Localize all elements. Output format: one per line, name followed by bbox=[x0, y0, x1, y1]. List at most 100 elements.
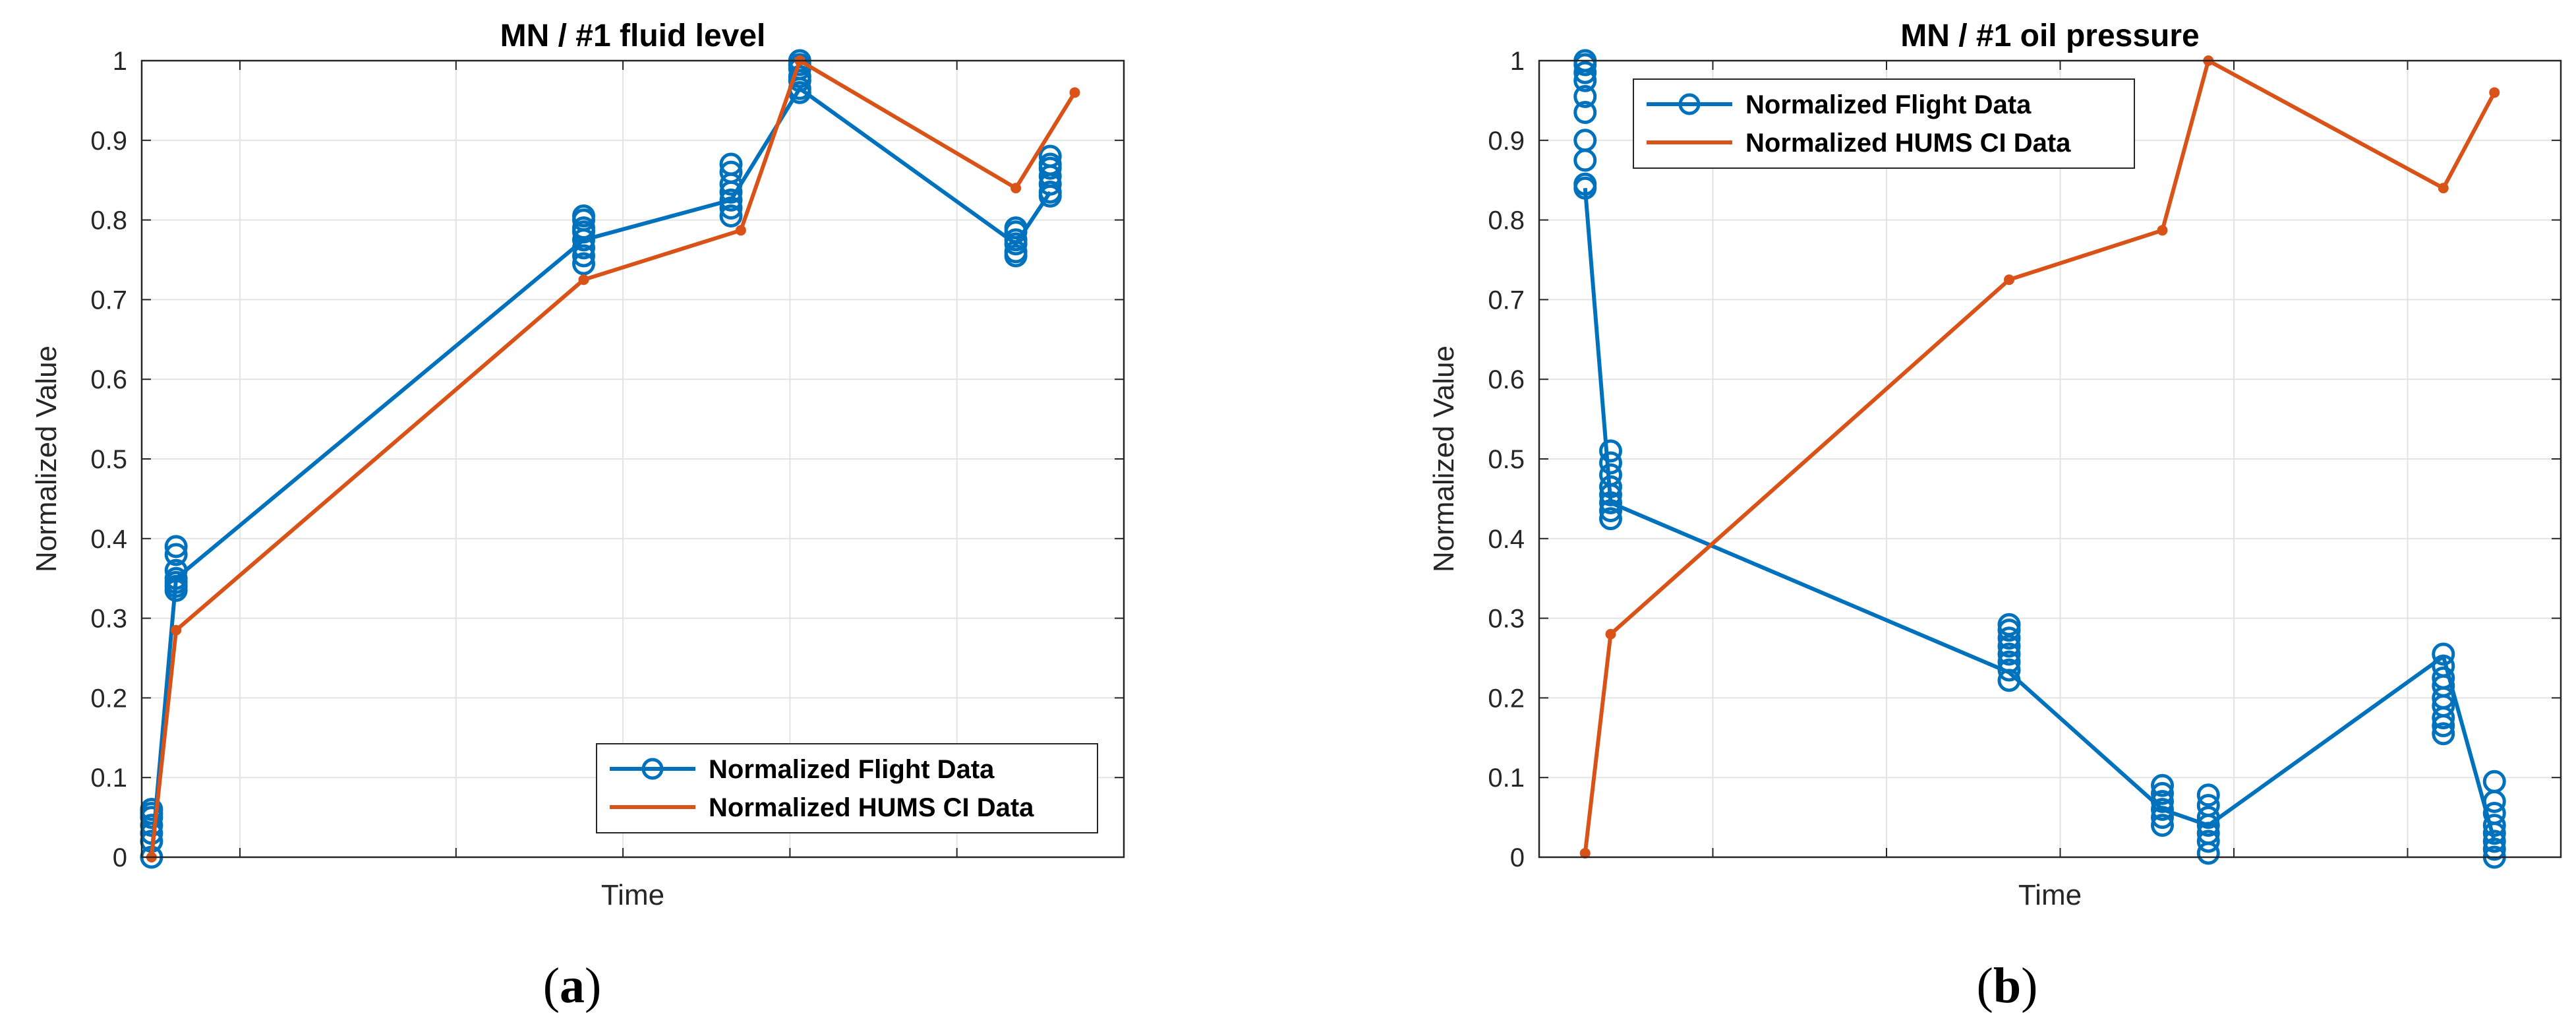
axes-box bbox=[1538, 59, 2562, 859]
panel-label-letter: b bbox=[1993, 958, 2021, 1013]
chart-panel-b: 0 0.1 0.2 0.3 0.4 0.5 0.6 0.7 0.8 0.9 1 MN / #1 oil… bbox=[1428, 18, 2562, 1013]
chart-title: MN / #1 oil pressure bbox=[1900, 18, 2200, 53]
hums-ci-data-point bbox=[2004, 274, 2014, 286]
flight-data-point bbox=[2432, 654, 2455, 678]
chart-panel-a: 0 0.1 0.2 0.3 0.4 0.5 0.6 0.7 0.8 0.9 1 MN / #1 flu… bbox=[30, 18, 1125, 1013]
flight-data-point bbox=[572, 252, 595, 276]
flight-data-point bbox=[1997, 642, 2021, 666]
flight-data-point bbox=[164, 535, 188, 558]
flight-data-point bbox=[1599, 463, 1622, 487]
y-axis-label: Normalized Value bbox=[1428, 346, 1460, 572]
flight-data-point bbox=[1599, 451, 1622, 475]
flight-data-point bbox=[164, 566, 188, 590]
panel-label-paren-close: ) bbox=[585, 958, 601, 1013]
y-tick-label: 0.2 bbox=[1488, 684, 1525, 713]
flight-data-point bbox=[1573, 101, 1597, 125]
flight-data-point bbox=[2151, 806, 2174, 830]
flight-data-point bbox=[1004, 228, 1028, 252]
panel-label-paren-close: ) bbox=[2021, 958, 2037, 1013]
hums-ci-data-point bbox=[171, 624, 182, 636]
hums-ci-data-point bbox=[735, 225, 746, 236]
flight-data-point bbox=[572, 204, 595, 228]
flight-data-point bbox=[1997, 634, 2021, 658]
y-tick-label: 0 bbox=[1510, 843, 1525, 872]
legend-box bbox=[1633, 78, 2135, 169]
y-tick-label: 1 bbox=[1510, 47, 1525, 76]
y-tick-label: 0.7 bbox=[1488, 286, 1525, 315]
y-tick-label: 0.2 bbox=[90, 684, 127, 713]
flight-data-point bbox=[1599, 491, 1622, 514]
flight-data-point bbox=[2482, 802, 2506, 826]
flight-data-point bbox=[1038, 144, 1062, 168]
panel-label-paren-open: ( bbox=[1977, 958, 1993, 1013]
flight-data-point bbox=[2151, 789, 2174, 813]
flight-data-point bbox=[1599, 439, 1622, 463]
x-axis-label: Time bbox=[2018, 879, 2082, 911]
hums-ci-data-point bbox=[2489, 87, 2500, 98]
flight-data-point bbox=[572, 244, 595, 268]
flight-data-point bbox=[1573, 61, 1597, 84]
axes-box bbox=[140, 59, 1125, 859]
y-tick-label: 0.6 bbox=[1488, 365, 1525, 394]
flight-data-point bbox=[719, 152, 743, 176]
flight-data-point bbox=[2151, 798, 2174, 822]
flight-data-point bbox=[2196, 783, 2220, 807]
y-tick-label: 0.5 bbox=[90, 445, 127, 474]
flight-data-point bbox=[2196, 822, 2220, 845]
flight-data-point bbox=[788, 65, 811, 88]
flight-data-point bbox=[1599, 499, 1622, 523]
flight-data-point bbox=[164, 558, 188, 582]
flight-data-point bbox=[2151, 773, 2174, 797]
flight-data-point bbox=[1573, 172, 1597, 196]
flight-data-point bbox=[2196, 793, 2220, 817]
flight-data-point bbox=[2432, 722, 2455, 746]
panel-label: (b) bbox=[1977, 958, 2038, 1013]
flight-data-point bbox=[1997, 626, 2021, 650]
panel-label: (a) bbox=[543, 958, 602, 1013]
flight-data-point bbox=[1004, 216, 1028, 240]
flight-data-point bbox=[2196, 830, 2220, 853]
flight-data-point bbox=[1038, 180, 1062, 204]
series-line-flight-data bbox=[149, 86, 1052, 858]
hums-ci-data-point bbox=[2157, 225, 2168, 236]
flight-data-point bbox=[1997, 650, 2021, 674]
flight-data-point bbox=[1997, 613, 2021, 636]
flight-data-point bbox=[2482, 830, 2506, 853]
hums-ci-data-point bbox=[1010, 183, 1022, 194]
hums-ci-data-point bbox=[2438, 183, 2449, 194]
legend-entry-label: Normalized Flight Data bbox=[1745, 90, 2032, 119]
y-tick-label: 0 bbox=[113, 843, 127, 872]
y-tick-label: 0.8 bbox=[1488, 206, 1525, 235]
flight-data-point bbox=[1038, 152, 1062, 176]
flight-data-point bbox=[2196, 806, 2220, 830]
y-tick-label: 0.4 bbox=[90, 525, 127, 554]
legend-marker-swatch bbox=[641, 758, 664, 780]
flight-data-point bbox=[2482, 837, 2506, 861]
panel-label-paren-open: ( bbox=[543, 958, 560, 1013]
legend-entry-label: Normalized Flight Data bbox=[709, 755, 995, 784]
flight-data-point bbox=[572, 216, 595, 240]
y-tick-label: 0.9 bbox=[90, 127, 127, 156]
y-tick-label: 0.3 bbox=[1488, 605, 1525, 634]
flight-data-point bbox=[2151, 781, 2174, 805]
x-axis-label: Time bbox=[601, 879, 664, 911]
legend-marker-swatch bbox=[1678, 93, 1701, 115]
y-tick-label: 0.4 bbox=[1488, 525, 1525, 554]
flight-data-point bbox=[164, 543, 188, 566]
flight-data-point bbox=[719, 160, 743, 184]
flight-data-point bbox=[1573, 129, 1597, 152]
panel-label-letter: a bbox=[560, 958, 585, 1013]
flight-data-point bbox=[719, 188, 743, 212]
flight-data-point bbox=[719, 204, 743, 228]
flight-data-point bbox=[2151, 814, 2174, 837]
flight-data-point bbox=[2432, 666, 2455, 690]
flight-data-point bbox=[1573, 84, 1597, 108]
y-tick-label: 0.6 bbox=[90, 365, 127, 394]
flight-data-point bbox=[1599, 507, 1622, 531]
y-axis-label: Normalized Value bbox=[30, 346, 63, 572]
y-tick-label: 0.9 bbox=[1488, 127, 1525, 156]
legend-entry-label: Normalized HUMS CI Data bbox=[1745, 129, 2071, 158]
y-tick-label: 1 bbox=[113, 47, 127, 76]
flight-data-point bbox=[2482, 770, 2506, 793]
